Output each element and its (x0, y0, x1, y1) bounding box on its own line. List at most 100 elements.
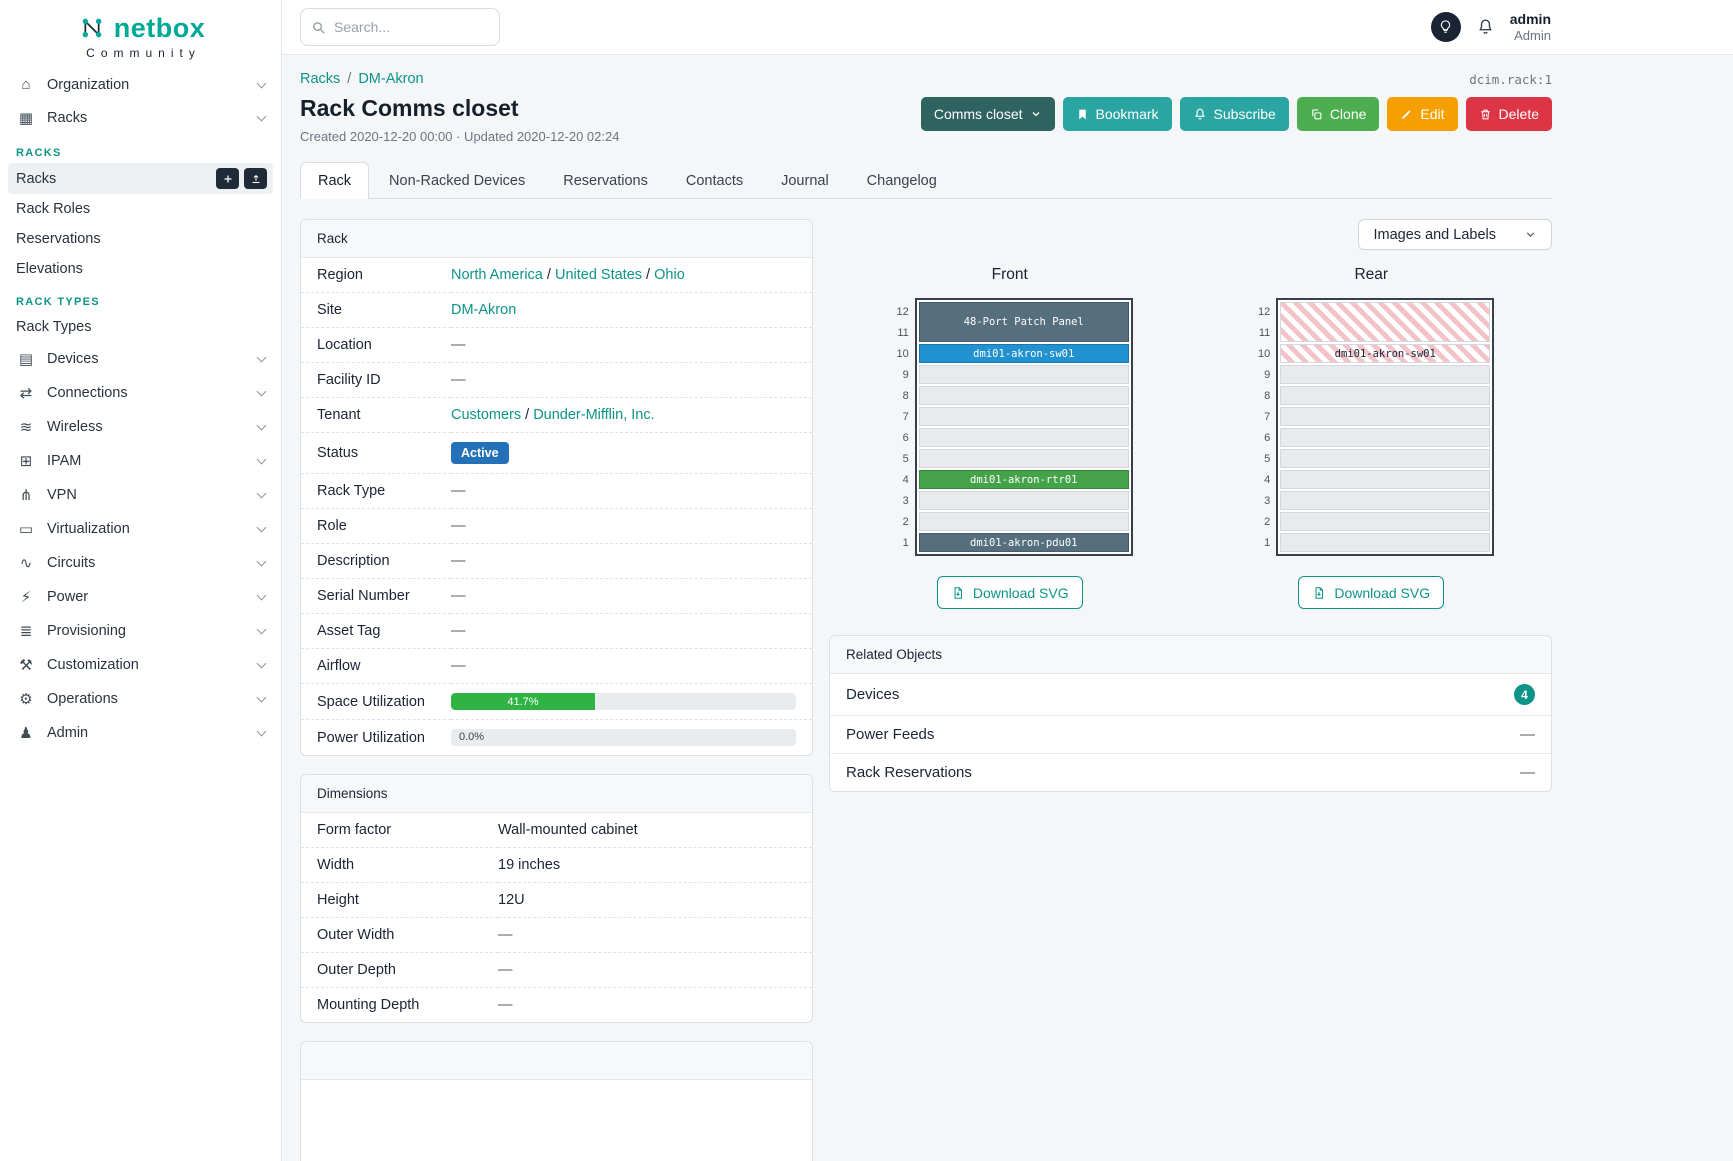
attr-row-description: Description — (301, 543, 812, 579)
link-dunder-mifflin-inc[interactable]: Dunder-Mifflin, Inc. (533, 407, 655, 423)
left-column: Rack Region North America / United States… (300, 219, 813, 1161)
unit-number: 2 (902, 516, 909, 528)
tab-changelog[interactable]: Changelog (849, 162, 955, 199)
subscribe-button[interactable]: Subscribe (1179, 97, 1289, 131)
sidebar: netbox Community ⌂ Organization ▦ Racks RACK… (0, 0, 282, 1161)
rack-unit-device[interactable]: dmi01-akron-pdu01 (918, 533, 1129, 552)
attr-row-outer-width: Outer Width — (301, 917, 812, 953)
attr-row-role: Role — (301, 508, 812, 544)
tab-non-racked-devices[interactable]: Non-Racked Devices (371, 162, 543, 199)
chevron-down-icon (256, 111, 267, 122)
tab-journal[interactable]: Journal (763, 162, 847, 199)
sidebar-item-elevations[interactable]: Elevations (16, 261, 83, 277)
netbox-logo-mark (76, 12, 108, 44)
sidebar-item-reservations[interactable]: Reservations (16, 231, 101, 247)
import-button[interactable] (244, 168, 267, 189)
unit-number: 3 (902, 495, 909, 507)
rack-unit-empty (918, 386, 1129, 405)
delete-button[interactable]: Delete (1465, 97, 1552, 131)
breadcrumb-link-racks[interactable]: Racks (300, 71, 341, 87)
sidebar-item-admin[interactable]: ♟ Admin (0, 716, 281, 750)
sidebar-item-provisioning[interactable]: ≣ Provisioning (0, 614, 281, 648)
brand-tagline: Community (86, 46, 201, 60)
bulb-icon (1438, 19, 1453, 34)
unit-numbers-rear: 12 11 10 9 8 7 6 5 4 3 2 1 (1248, 298, 1270, 556)
attr-row-height: Height 12U (301, 882, 812, 918)
rack-unit-device[interactable]: dmi01-akron-rtr01 (918, 470, 1129, 489)
sidebar-item-wireless[interactable]: ≋ Wireless (0, 410, 281, 444)
bookmark-button[interactable]: Bookmark (1062, 97, 1172, 131)
attr-row-form-factor: Form factor Wall-mounted cabinet (301, 813, 812, 848)
related-row-rack-reservations: Rack Reservations — (830, 753, 1551, 791)
comms-closet-button[interactable]: Comms closet (920, 97, 1055, 131)
sidebar-item-power[interactable]: ⚡ Power (0, 580, 281, 614)
notifications-button[interactable] (1476, 17, 1495, 36)
trash-icon (1479, 108, 1492, 121)
link-dm-akron[interactable]: DM-Akron (451, 302, 517, 318)
netbox-logo[interactable]: netbox Community (0, 0, 281, 68)
sidebar-item-circuits[interactable]: ∿ Circuits (0, 546, 281, 580)
sidebar-item-racks[interactable]: ▦ Racks (0, 101, 281, 135)
file-download-icon (1312, 586, 1326, 600)
sidebar-item-racks[interactable]: Racks (8, 163, 273, 194)
right-column: Images and Labels Front 12 11 10 9 8 7 6 5 4 3 2 1 … (829, 219, 1552, 792)
tab-contacts[interactable]: Contacts (668, 162, 761, 199)
link-north-america[interactable]: North America (451, 267, 543, 283)
related-row-devices[interactable]: Devices 4 (830, 674, 1551, 715)
sidebar-item-rack-roles[interactable]: Rack Roles (16, 201, 91, 217)
link-customers[interactable]: Customers (451, 407, 522, 423)
rack-unit-empty (1280, 407, 1491, 426)
link-united-states[interactable]: United States (554, 267, 643, 283)
attr-row-site: Site DM-Akron (301, 292, 812, 328)
sidebar-item-customization[interactable]: ⚒ Customization (0, 648, 281, 682)
count-badge: 4 (1514, 684, 1535, 705)
download-svg-button-front[interactable]: Download SVG (936, 576, 1083, 609)
chevron-down-icon (256, 454, 267, 465)
unit-number: 2 (1264, 516, 1271, 528)
rack-unit-device[interactable]: 48-Port Patch Panel (918, 302, 1129, 342)
sidebar-item-rack-types[interactable]: Rack Types (16, 319, 92, 335)
sidebar-item-virtualization[interactable]: ▭ Virtualization (0, 512, 281, 546)
unit-number: 9 (1264, 369, 1271, 381)
tab-reservations[interactable]: Reservations (545, 162, 666, 199)
sidebar-item-organization[interactable]: ⌂ Organization (0, 68, 281, 101)
sidebar-nav: ⌂ Organization ▦ Racks RACKS Racks Rack Roles R… (0, 68, 281, 750)
attr-row-region: Region North America / United States / Oh… (301, 258, 812, 293)
virtualization-icon: ▭ (18, 521, 34, 538)
sidebar-item-connections[interactable]: ⇄ Connections (0, 376, 281, 410)
edit-button[interactable]: Edit (1387, 97, 1458, 131)
vpn-icon: ⋔ (19, 487, 33, 504)
elevation-view-select[interactable]: Images and Labels (1358, 219, 1552, 250)
sidebar-item-devices[interactable]: ▤ Devices (0, 342, 281, 376)
global-search[interactable] (300, 8, 515, 46)
tab-rack[interactable]: Rack (300, 162, 370, 199)
sidebar-section-heading: RACKS (16, 147, 62, 159)
download-svg-button-rear[interactable]: Download SVG (1298, 576, 1445, 609)
rack-graphic-rear: dmi01-akron-sw01 (1276, 298, 1495, 556)
unit-number: 5 (1264, 453, 1271, 465)
search-input[interactable] (334, 19, 515, 35)
rack-unit-device[interactable] (1280, 302, 1491, 342)
attr-row-rack-type: Rack Type — (301, 473, 812, 509)
theme-toggle-button[interactable] (1430, 11, 1461, 42)
rack-unit-device[interactable]: dmi01-akron-sw01 (918, 344, 1129, 363)
attr-row-asset-tag: Asset Tag — (301, 613, 812, 649)
operations-icon: ⚙ (19, 691, 33, 708)
elevation-rear-title: Rear (1354, 266, 1389, 283)
unit-number: 7 (1264, 411, 1271, 423)
power-icon: ⚡ (20, 589, 32, 606)
link-ohio[interactable]: Ohio (654, 267, 685, 283)
rack-unit-empty (1280, 386, 1491, 405)
user-menu[interactable]: admin Admin (1510, 11, 1551, 43)
add-button[interactable] (216, 168, 239, 189)
clone-button[interactable]: Clone (1296, 97, 1380, 131)
pencil-icon (1400, 108, 1413, 121)
sidebar-item-vpn[interactable]: ⋔ VPN (0, 478, 281, 512)
rack-unit-device[interactable]: dmi01-akron-sw01 (1280, 344, 1491, 363)
breadcrumb-link-site[interactable]: DM-Akron (358, 71, 424, 87)
sidebar-item-ipam[interactable]: ⊞ IPAM (0, 444, 281, 478)
file-download-icon (951, 586, 965, 600)
attr-row-serial-number: Serial Number — (301, 578, 812, 614)
chevron-down-icon (256, 658, 267, 669)
sidebar-item-operations[interactable]: ⚙ Operations (0, 682, 281, 716)
